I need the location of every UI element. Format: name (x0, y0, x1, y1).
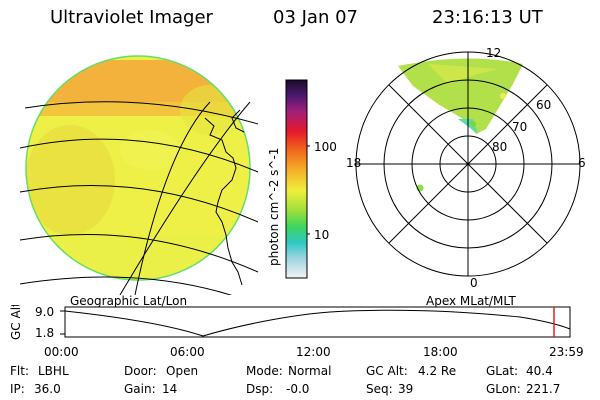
mlt-label-12: 12 (486, 46, 502, 60)
polar-plot (355, 51, 581, 277)
time-tick-0000: 00:00 (44, 345, 79, 359)
glat-label: GLat: (486, 364, 519, 378)
gain-value: 14 (162, 382, 178, 396)
glat-value: 40.4 (526, 364, 553, 378)
seq-value: 39 (398, 382, 414, 396)
mlat-label-80: 80 (492, 140, 508, 154)
alt-tick-high: 9.0 (35, 305, 55, 319)
polar-spot (500, 93, 506, 99)
dsp-value: -0.0 (286, 382, 310, 396)
coastline-north (231, 109, 245, 133)
ip-label: IP: (10, 382, 25, 396)
mlt-label-6: 6 (578, 156, 586, 170)
time-tick-1800: 18:00 (423, 345, 458, 359)
colorbar: photon cm^-2 s^-1 (267, 79, 310, 279)
altitude-curve (64, 309, 571, 337)
alt-tick-low: 1.8 (35, 326, 55, 340)
time-label: 23:16:13 UT (432, 7, 543, 28)
polar-data-wedge (398, 58, 523, 134)
gc-alt-value: 4.2 Re (418, 364, 457, 378)
mlt-label-18: 18 (346, 156, 362, 170)
ip-value: 36.0 (34, 382, 61, 396)
time-tick-0600: 06:00 (170, 345, 205, 359)
glon-value: 221.7 (526, 382, 561, 396)
door-value: Open (166, 364, 199, 378)
colorbar-label: photon cm^-2 s^-1 (267, 148, 281, 266)
app-title: Ultraviolet Imager (50, 7, 213, 28)
latitude-grid (19, 101, 259, 295)
date-label: 03 Jan 07 (273, 7, 358, 28)
dsp-label: Dsp: (246, 382, 274, 396)
filter-value: LBHL (38, 364, 69, 378)
time-tick-1200: 12:00 (296, 345, 331, 359)
mlat-label-70: 70 (512, 120, 528, 134)
gc-alt-label: GC Alt: (366, 364, 408, 378)
mode-value: Normal (288, 364, 332, 378)
altitude-axis-label: GC Alt (9, 305, 23, 340)
right-panel-caption: Apex MLat/MLT (426, 294, 516, 308)
glon-label: GLon: (486, 382, 521, 396)
colorbar-tick-100: 100 (314, 140, 337, 154)
left-panel-caption: Geographic Lat/Lon (70, 294, 188, 308)
mode-label: Mode: (246, 364, 283, 378)
filter-label: Flt: (10, 364, 29, 378)
coastline (204, 117, 243, 286)
gain-label: Gain: (124, 382, 156, 396)
colorbar-tick-10: 10 (314, 228, 330, 242)
seq-label: Seq: (366, 382, 393, 396)
geographic-image (19, 55, 259, 295)
door-label: Door: (124, 364, 157, 378)
altitude-plot: GC Alt (9, 305, 571, 340)
mlt-label-0: 0 (470, 276, 478, 290)
time-tick-2359: 23:59 (549, 345, 584, 359)
mlat-label-60: 60 (536, 98, 552, 112)
